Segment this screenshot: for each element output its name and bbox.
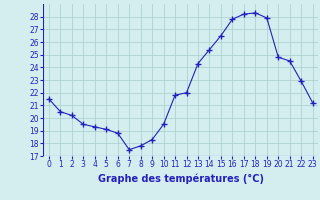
- X-axis label: Graphe des températures (°C): Graphe des températures (°C): [98, 173, 264, 184]
